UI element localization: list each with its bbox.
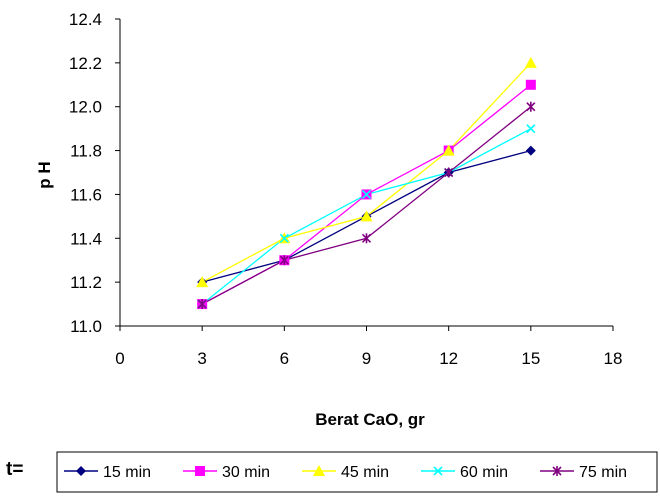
y-tick-label: 11.6: [70, 185, 102, 204]
data-point-series-5: [279, 255, 289, 266]
legend-item: 45 min: [302, 464, 389, 481]
legend-marker: [313, 465, 325, 476]
legend-marker: [195, 466, 205, 476]
y-tick-labels: 11.0 11.2 11.4 11.6 11.8 12.0 12.2 12.4: [69, 10, 102, 336]
legend-label: 45 min: [341, 464, 389, 481]
y-tick-label: 11.2: [70, 273, 102, 292]
legend-marker: [552, 466, 562, 476]
data-point-series-3: [524, 56, 537, 68]
y-tick-label: 12.4: [69, 10, 102, 29]
x-tick-labels: 0 3 6 9 12 15 18: [115, 349, 622, 368]
x-axis-title: Berat CaO, gr: [315, 410, 425, 429]
data-point-series-3: [360, 210, 373, 222]
series-line-5: [201, 106, 532, 305]
data-point-series-3: [196, 276, 209, 288]
series-line-3: [201, 62, 532, 283]
y-tick-label: 11.8: [70, 142, 102, 161]
series-markers: [196, 56, 537, 310]
y-tick-label: 12.2: [69, 54, 102, 73]
x-tick-label: 0: [115, 349, 124, 368]
legend-item: 75 min: [540, 464, 627, 481]
legend-label: 75 min: [579, 464, 627, 481]
axes: [115, 18, 614, 331]
legend-label: 30 min: [222, 464, 270, 481]
legend-item: 15 min: [64, 464, 151, 481]
x-tick-label: 9: [362, 349, 371, 368]
data-point-series-4: [279, 233, 289, 243]
y-axis-title: p H: [35, 161, 54, 188]
x-tick-label: 12: [439, 349, 458, 368]
data-point-series-5: [361, 233, 372, 244]
legend-item: 30 min: [183, 464, 270, 481]
legend-label: 15 min: [103, 464, 151, 481]
data-point-series-4: [526, 124, 536, 134]
data-point-series-5: [526, 101, 536, 112]
data-point-series-5: [197, 299, 207, 310]
data-point-series-4: [361, 189, 372, 199]
x-tick-label: 18: [604, 349, 623, 368]
legend-prefix: t=: [6, 459, 23, 480]
y-tick-label: 12.0: [69, 98, 102, 117]
data-point-series-2: [525, 79, 536, 90]
legend-marker: [433, 466, 443, 476]
legend-item: 60 min: [421, 464, 508, 481]
legend-marker: [76, 466, 86, 476]
series-lines: [201, 62, 532, 305]
data-point-series-1: [525, 145, 536, 156]
y-tick-label: 11.4: [70, 229, 102, 248]
data-point-series-3: [442, 144, 455, 156]
legend: 15 min 30 min 45 min 60 min 75 min: [56, 451, 658, 493]
data-point-series-5: [444, 167, 454, 178]
y-tick-label: 11.0: [70, 317, 102, 336]
x-tick-label: 15: [521, 349, 540, 368]
x-tick-label: 3: [197, 349, 206, 368]
legend-label: 60 min: [460, 464, 508, 481]
x-tick-label: 6: [280, 349, 289, 368]
